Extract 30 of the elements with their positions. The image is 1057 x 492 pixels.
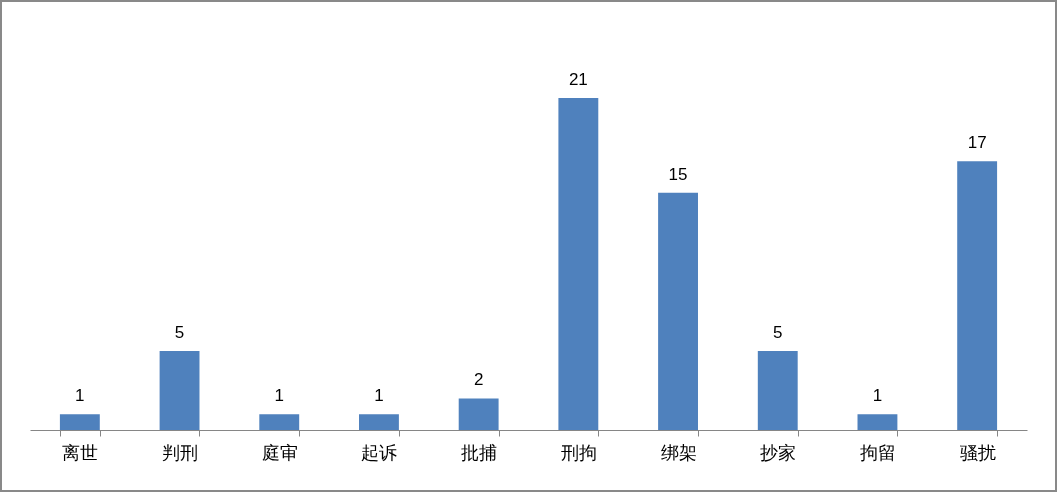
bar (359, 414, 399, 430)
bar (957, 161, 998, 430)
bar (558, 98, 599, 430)
bar (757, 350, 798, 430)
bar (159, 350, 200, 430)
x-tick-label: 骚扰 (959, 442, 996, 463)
x-tick-label: 离世 (62, 442, 99, 463)
bar (857, 414, 898, 430)
data-label: 21 (568, 70, 588, 89)
x-tick-label: 批捕 (461, 442, 498, 463)
bar (59, 414, 100, 430)
bar (458, 398, 499, 430)
x-tick-label: 拘留 (859, 442, 896, 463)
data-label: 1 (274, 386, 284, 406)
data-label: 15 (668, 164, 688, 184)
x-tick-label: 判刑 (162, 442, 199, 463)
data-label: 5 (773, 322, 783, 342)
data-label: 2 (473, 370, 484, 390)
data-label: 1 (872, 386, 883, 406)
x-tick-label: 绑架 (660, 442, 697, 463)
x-tick-label: 庭审 (261, 442, 298, 463)
x-tick-label: 抄家 (760, 442, 797, 463)
data-label: 17 (967, 133, 987, 153)
bar (658, 192, 698, 430)
data-label: 5 (174, 322, 185, 342)
bar (259, 414, 300, 430)
x-tick-label: 刑拘 (560, 442, 597, 463)
data-label: 1 (374, 386, 384, 406)
data-label: 1 (75, 386, 85, 406)
x-tick-label: 起诉 (361, 442, 398, 463)
